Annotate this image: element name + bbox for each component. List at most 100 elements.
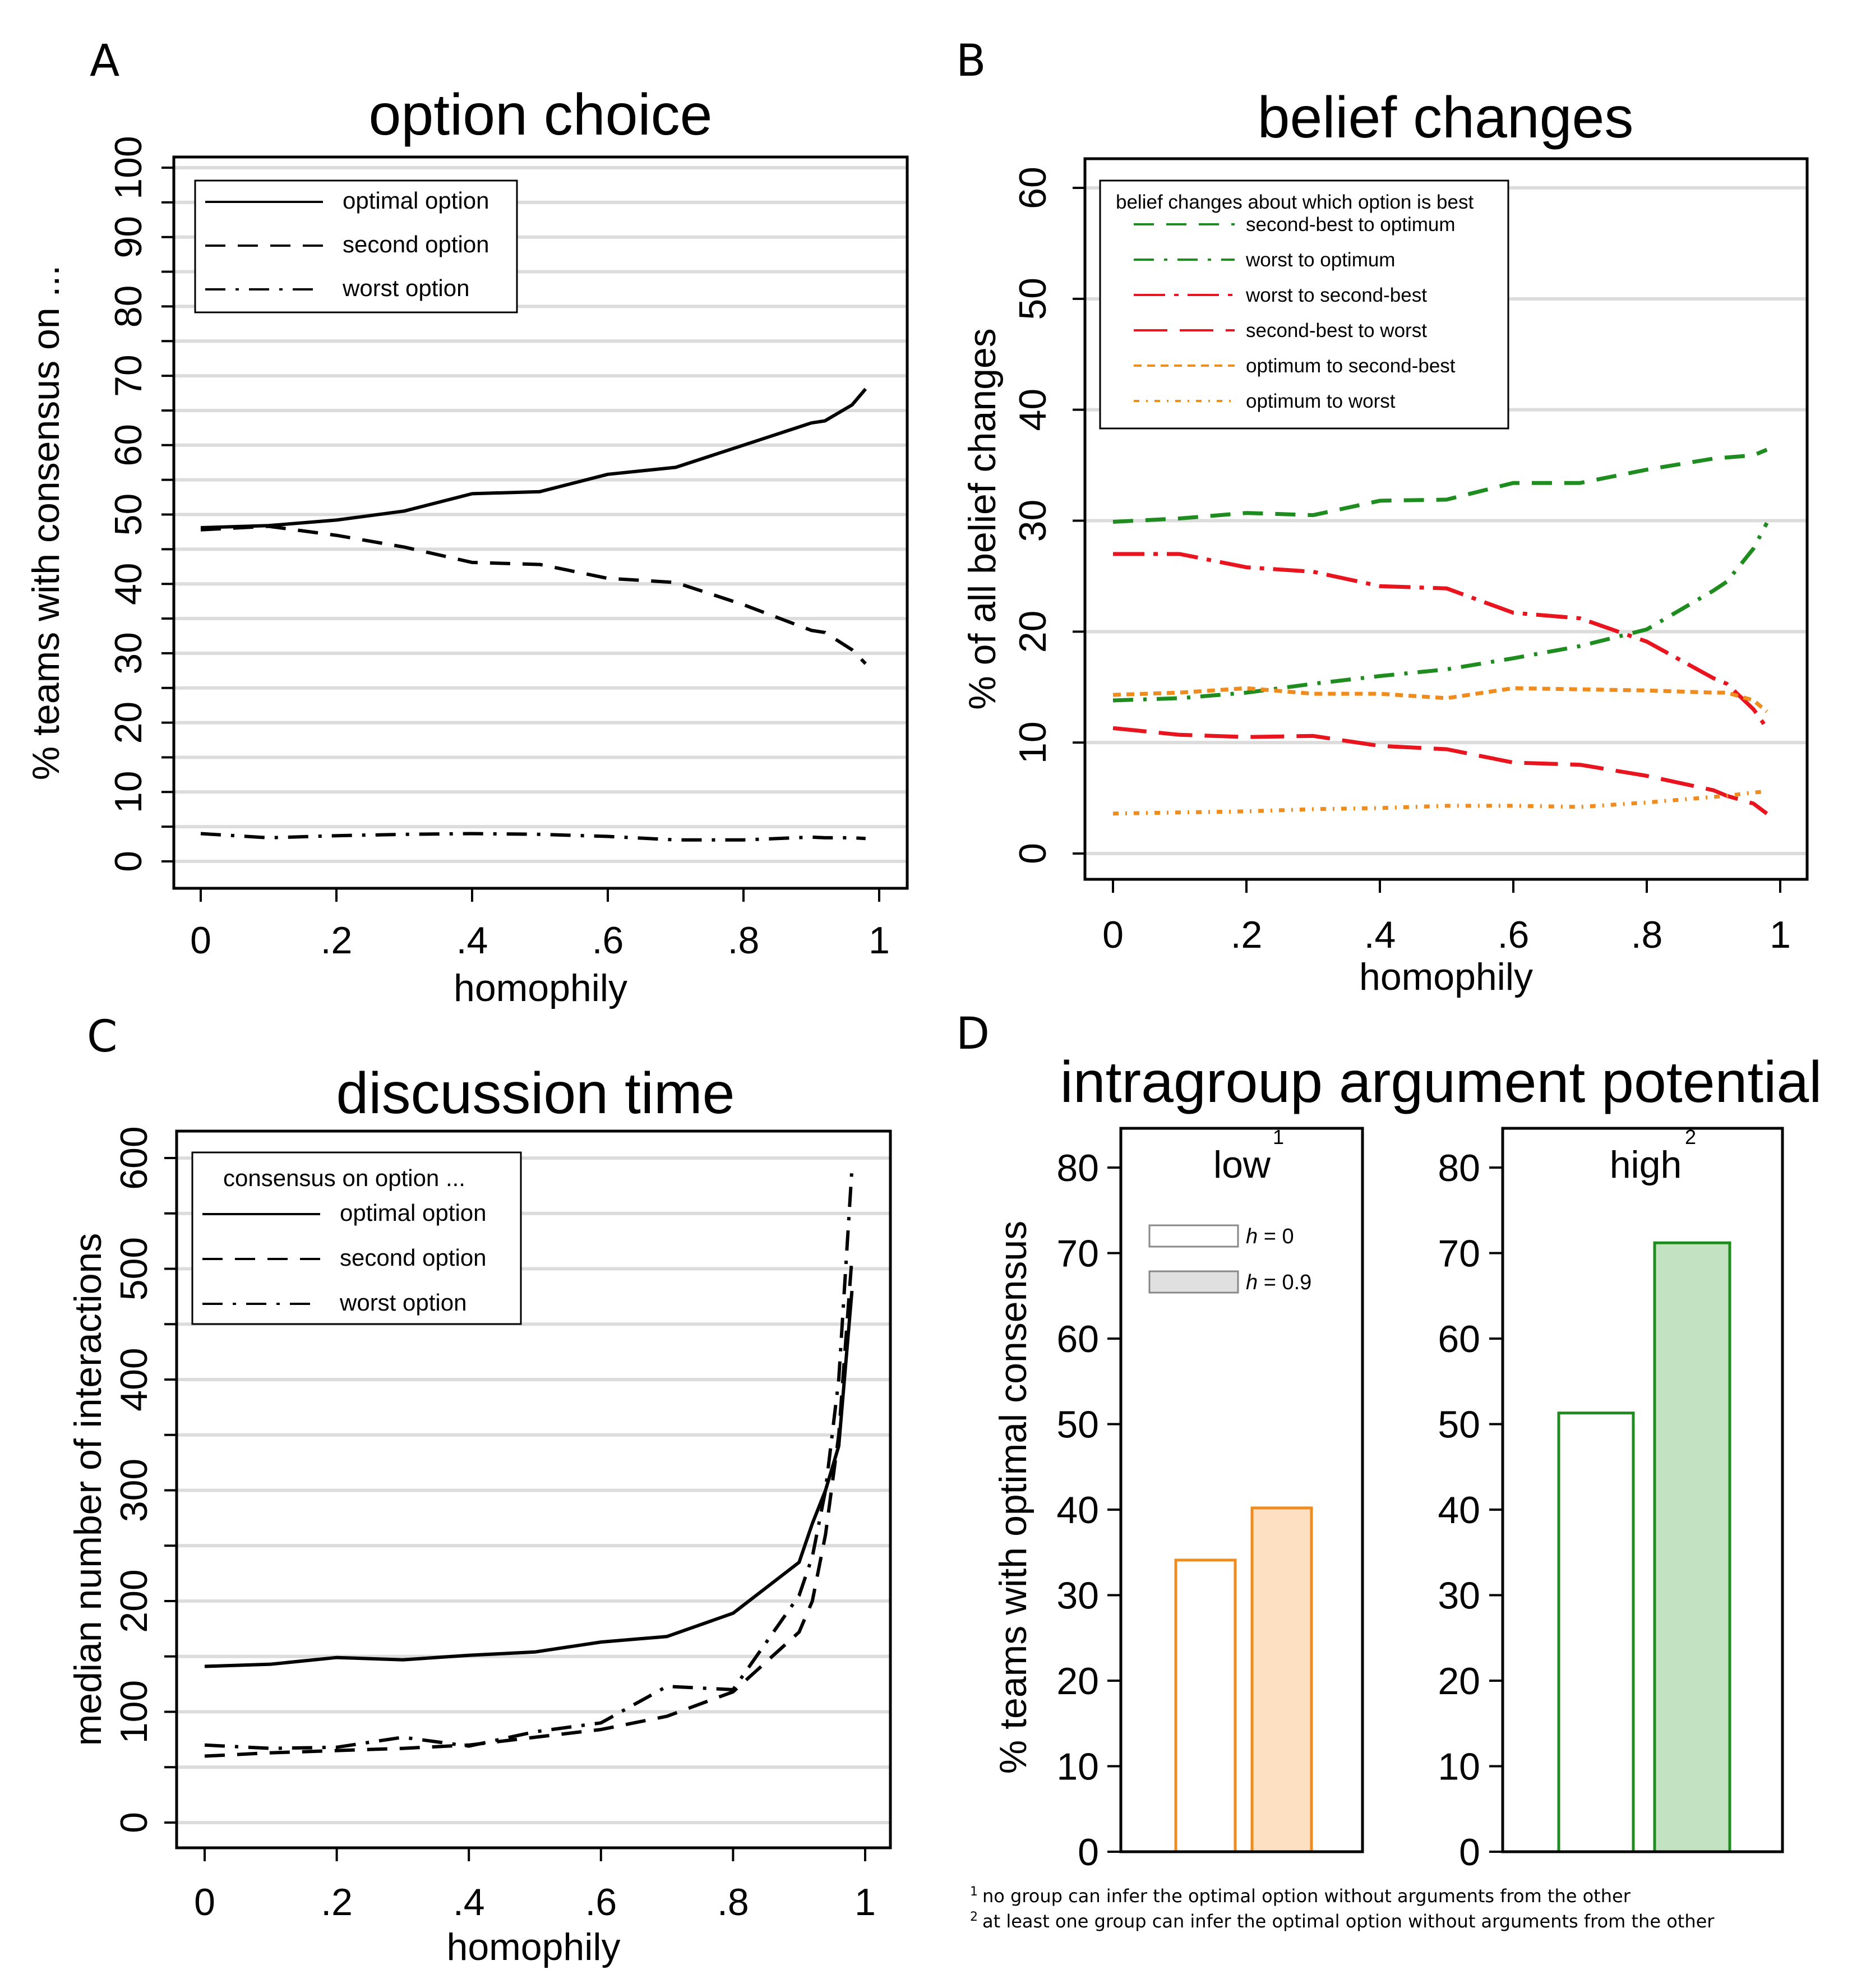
- y-axis-label: median number of interactions: [67, 1233, 109, 1746]
- chart-title: discussion time: [336, 1061, 735, 1126]
- chart-title: option choice: [369, 82, 713, 147]
- x-tick-label: 1: [855, 1881, 876, 1924]
- y-tick-label: 0: [107, 851, 150, 872]
- series-line-second-option: [204, 1257, 854, 1758]
- x-tick-label: .2: [321, 1881, 353, 1924]
- legend-label: second-best to worst: [1246, 320, 1427, 342]
- panel-letter: B: [956, 36, 986, 86]
- y-tick-label: 500: [113, 1237, 155, 1300]
- plot-frame: [175, 1129, 892, 1849]
- legend-italic: h: [1246, 1271, 1258, 1294]
- x-tick-label: 0: [194, 1881, 215, 1924]
- legend-label: optimum to second-best: [1246, 355, 1456, 377]
- panel-letter: C: [87, 1012, 117, 1062]
- series-line-second-option: [200, 524, 867, 665]
- x-tick-label: 1: [869, 919, 890, 962]
- x-tick-label: .6: [585, 1881, 617, 1924]
- chart-title: intragroup argument potential: [1060, 1050, 1822, 1115]
- x-tick-label: 0: [1102, 914, 1124, 956]
- legend-box: [1099, 179, 1509, 430]
- footnote-mark: 2: [970, 1910, 978, 1924]
- y-tick-label: 200: [113, 1569, 155, 1632]
- plot-frame: [1501, 1127, 1784, 1853]
- x-tick-label: .8: [728, 919, 760, 962]
- footnote-mark: 1: [970, 1885, 978, 1899]
- series-line-optimal-option: [200, 388, 867, 529]
- bar-high-h0: [1557, 1412, 1635, 1853]
- y-tick-label: 60: [1438, 1318, 1480, 1360]
- legend-label: worst option: [342, 275, 469, 301]
- subplot-title: high: [1610, 1143, 1682, 1186]
- legend-title: belief changes about which option is bes…: [1116, 191, 1474, 213]
- y-tick-label: 20: [1011, 611, 1054, 653]
- y-tick-label: 20: [107, 702, 150, 744]
- y-tick-label: 10: [107, 771, 150, 813]
- legend-label: optimum to worst: [1246, 390, 1396, 412]
- x-tick-label: .4: [453, 1881, 485, 1924]
- x-axis-label: homophily: [447, 1926, 621, 1968]
- y-tick-label: 20: [1056, 1660, 1099, 1703]
- legend-label: second-best to optimum: [1246, 214, 1456, 236]
- y-tick-label: 100: [113, 1680, 155, 1743]
- y-tick-label: 70: [1056, 1233, 1099, 1275]
- series-line-worst-option: [204, 1169, 854, 1750]
- x-tick-label: .4: [1364, 914, 1396, 956]
- legend-swatch: [1148, 1270, 1239, 1294]
- series-line-worst-option: [200, 832, 866, 842]
- y-tick-label: 70: [107, 354, 150, 397]
- x-tick-label: .2: [1231, 914, 1263, 956]
- legend-label: optimal option: [343, 187, 489, 214]
- legend: h = 0h = 0.9: [1148, 1224, 1311, 1294]
- bar-low-h09: [1250, 1506, 1313, 1853]
- y-tick-label: 80: [107, 285, 150, 328]
- legend-title: consensus on option ...: [223, 1165, 465, 1191]
- y-tick-label: 30: [107, 632, 150, 675]
- y-tick-label: 60: [1056, 1318, 1099, 1360]
- y-tick-label: 20: [1438, 1660, 1480, 1703]
- y-tick-label: 50: [107, 493, 150, 536]
- panel-letter: D: [956, 1009, 990, 1059]
- y-tick-label: 0: [1078, 1831, 1099, 1874]
- footnote-text: at least one group can infer the optimal…: [982, 1911, 1715, 1932]
- x-tick-label: .2: [321, 919, 353, 962]
- legend-rest: = 0.9: [1258, 1271, 1311, 1294]
- series-line-optimum-to-worst: [1112, 789, 1767, 816]
- y-tick-label: 60: [107, 424, 150, 467]
- y-tick-label: 0: [1459, 1831, 1480, 1874]
- legend: optimal option second option worst option: [194, 179, 518, 313]
- legend-rest: = 0: [1258, 1225, 1294, 1248]
- y-axis-label: % teams with consensus on ...: [25, 265, 67, 780]
- y-tick-label: 100: [107, 136, 150, 199]
- bar-high-h09: [1653, 1241, 1731, 1853]
- y-axis-label: % of all belief changes: [961, 328, 1004, 709]
- series-line-second-best-to-optimum: [1112, 448, 1768, 524]
- y-tick-label: 30: [1438, 1575, 1480, 1617]
- footnote-text: no group can infer the optimal option wi…: [982, 1885, 1631, 1907]
- x-tick-label: .8: [717, 1881, 749, 1924]
- subplot-title: low: [1213, 1143, 1271, 1186]
- y-tick-label: 70: [1438, 1233, 1480, 1275]
- series-line-worst-to-second-best: [1113, 552, 1769, 730]
- y-tick-label: 0: [1011, 843, 1054, 864]
- y-tick-label: 60: [1011, 167, 1054, 209]
- plot-frame: [172, 155, 909, 890]
- x-tick-label: .6: [592, 919, 624, 962]
- x-tick-label: .8: [1631, 914, 1663, 956]
- subplot-superscript: 1: [1273, 1126, 1284, 1148]
- y-tick-label: 30: [1011, 500, 1054, 542]
- y-tick-label: 600: [113, 1126, 155, 1189]
- y-tick-label: 90: [107, 216, 150, 259]
- legend-label: second option: [340, 1244, 487, 1271]
- legend: consensus on option ... optimal option sec…: [191, 1151, 522, 1325]
- subplot-superscript: 2: [1685, 1126, 1696, 1148]
- legend-swatch: [1148, 1224, 1239, 1248]
- legend-label: second option: [343, 231, 489, 257]
- y-tick-label: 0: [113, 1812, 155, 1833]
- legend-box: [191, 1151, 522, 1325]
- x-tick-label: 0: [190, 919, 211, 962]
- series-line-worst-to-optimum: [1112, 522, 1769, 703]
- y-tick-label: 80: [1438, 1147, 1480, 1189]
